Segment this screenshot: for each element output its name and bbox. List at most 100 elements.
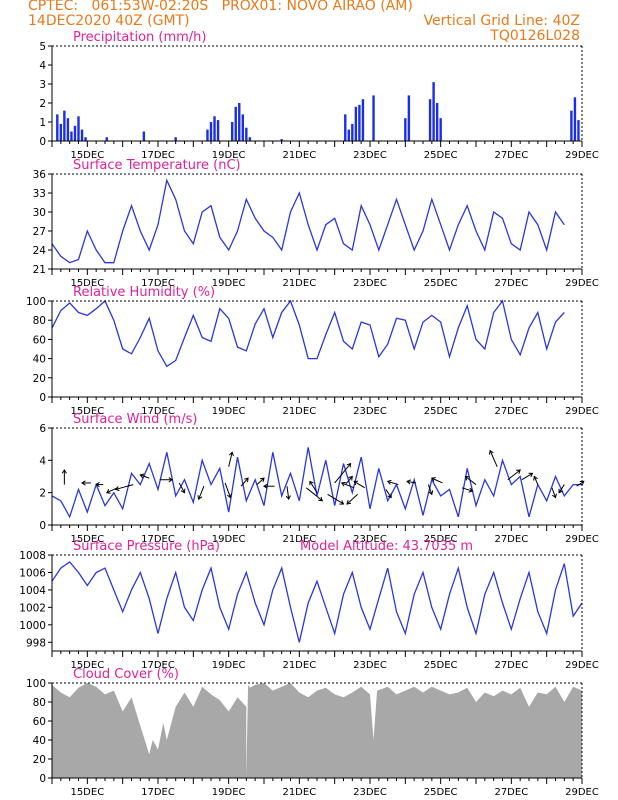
wind-vector-head bbox=[516, 469, 521, 474]
precip-bar bbox=[231, 122, 234, 141]
rh-y-tick-label: 80 bbox=[33, 315, 46, 327]
cloud-y-tick-label: 60 bbox=[33, 716, 46, 728]
pres-line bbox=[51, 561, 583, 643]
precip-bar bbox=[70, 131, 73, 141]
temp-x-tick-label: 29DEC bbox=[565, 278, 599, 289]
precip-y-tick-label: 4 bbox=[39, 60, 46, 72]
cloud-x-tick-label: 15DEC bbox=[70, 787, 104, 798]
wind-vector-head bbox=[428, 490, 434, 496]
wind-vector bbox=[558, 484, 565, 493]
wind-vector-head bbox=[61, 469, 67, 474]
temp-y-tick-label: 24 bbox=[33, 245, 47, 257]
rh-y-tick-label: 0 bbox=[39, 392, 46, 404]
cloud-x-tick-label: 21DEC bbox=[282, 787, 316, 798]
temp-x-tick-label: 17DEC bbox=[141, 278, 175, 289]
rh-y-tick-label: 100 bbox=[26, 296, 46, 308]
wind-vector-head bbox=[558, 488, 563, 494]
wind-vector bbox=[306, 487, 323, 502]
wind-vector bbox=[465, 476, 477, 485]
wind-vector bbox=[385, 489, 392, 498]
cloud-x-tick-label: 27DEC bbox=[494, 787, 528, 798]
wind-vector bbox=[489, 450, 498, 468]
wind-vector-head bbox=[346, 462, 352, 468]
precip-x-tick-label: 19DEC bbox=[212, 150, 246, 161]
wind-vector-head bbox=[528, 472, 534, 478]
wind-vector bbox=[431, 477, 443, 484]
precip-bar bbox=[216, 120, 220, 141]
cloud-y-tick-label: 100 bbox=[26, 678, 46, 690]
precip-bar bbox=[344, 114, 347, 141]
wind-vector-head bbox=[260, 477, 265, 483]
wind-vector-head bbox=[489, 449, 494, 455]
header-date: 14DEC2020 40Z (GMT) bbox=[28, 13, 190, 29]
precip-y-tick-label: 5 bbox=[39, 41, 46, 53]
wind-vector bbox=[140, 474, 150, 479]
wind-y-tick-label: 4 bbox=[39, 455, 46, 467]
cloud-title: Cloud Cover (%) bbox=[73, 667, 179, 682]
precip-bar bbox=[570, 110, 573, 141]
precip-y-tick-label: 3 bbox=[39, 79, 46, 91]
pres-y-tick-label: 1000 bbox=[19, 620, 46, 632]
rh-x-tick-label: 23DEC bbox=[353, 406, 387, 417]
temp-x-tick-label: 23DEC bbox=[353, 278, 387, 289]
cloud-y-tick-label: 20 bbox=[33, 754, 46, 766]
temp-y-tick-label: 33 bbox=[33, 188, 46, 200]
wind-vector bbox=[309, 481, 318, 493]
pres-x-tick-label: 23DEC bbox=[353, 660, 387, 671]
temp-y-tick-label: 27 bbox=[33, 226, 46, 238]
wind-x-tick-label: 17DEC bbox=[141, 534, 175, 545]
precip-bar bbox=[80, 129, 84, 141]
precip-bar bbox=[347, 129, 350, 141]
pres-y-tick-label: 1008 bbox=[19, 550, 46, 562]
precip-x-tick-label: 17DEC bbox=[141, 150, 175, 161]
wind-vector-head bbox=[348, 475, 353, 481]
wind-vector-head bbox=[309, 480, 314, 486]
precip-x-tick-label: 29DEC bbox=[565, 150, 599, 161]
cloud-y-tick-label: 0 bbox=[39, 773, 46, 785]
precip-x-tick-label: 15DEC bbox=[70, 150, 104, 161]
temp-y-tick-label: 30 bbox=[33, 207, 46, 219]
wind-vector bbox=[533, 476, 539, 485]
pres-y-tick-label: 1004 bbox=[19, 585, 46, 597]
pres-y-tick-label: 1006 bbox=[19, 567, 46, 579]
wind-vector bbox=[344, 476, 353, 485]
wind-title: Surface Wind (m/s) bbox=[73, 412, 197, 427]
wind-vector-head bbox=[340, 481, 346, 487]
cloud-x-tick-label: 19DEC bbox=[212, 787, 246, 798]
precip-bar bbox=[439, 118, 442, 141]
wind-vector-head bbox=[81, 480, 86, 486]
cloud-x-tick-label: 23DEC bbox=[353, 787, 387, 798]
pres-x-tick-label: 15DEC bbox=[70, 660, 104, 671]
precip-bar bbox=[234, 106, 237, 141]
temp-x-tick-label: 21DEC bbox=[282, 278, 316, 289]
cloud-x-tick-label: 17DEC bbox=[141, 787, 175, 798]
temp-x-tick-label: 25DEC bbox=[424, 278, 458, 289]
wind-vector bbox=[521, 472, 533, 481]
precip-bar bbox=[407, 95, 411, 141]
pres-x-tick-label: 27DEC bbox=[494, 660, 528, 671]
wind-vector bbox=[346, 493, 358, 505]
precip-bar bbox=[577, 120, 580, 141]
rh-x-tick-label: 27DEC bbox=[494, 406, 528, 417]
pres-title: Surface Pressure (hPa) bbox=[73, 539, 220, 554]
pres-y-tick-label: 998 bbox=[26, 637, 46, 649]
wind-vector-head bbox=[430, 477, 436, 482]
precip-x-tick-label: 27DEC bbox=[494, 150, 528, 161]
rh-y-tick-label: 20 bbox=[33, 373, 46, 385]
temp-y-tick-label: 36 bbox=[33, 169, 47, 181]
wind-vector-head bbox=[95, 481, 100, 488]
wind-vector-head bbox=[386, 479, 392, 485]
wind-x-tick-label: 21DEC bbox=[282, 534, 316, 545]
wind-vector-head bbox=[387, 493, 392, 499]
rh-x-tick-label: 15DEC bbox=[70, 406, 104, 417]
precip-bar bbox=[372, 95, 375, 141]
precip-bar bbox=[56, 114, 59, 141]
wind-vector-head bbox=[263, 483, 268, 489]
pres-annotation: Model Altitude: 43.7035 m bbox=[300, 539, 473, 554]
precip-bar bbox=[209, 122, 213, 141]
wind-vector bbox=[576, 480, 585, 487]
cloud-x-tick-label: 25DEC bbox=[424, 787, 458, 798]
wind-vector-head bbox=[533, 475, 538, 481]
wind-vector-head bbox=[406, 479, 411, 485]
precip-bar bbox=[358, 104, 361, 141]
